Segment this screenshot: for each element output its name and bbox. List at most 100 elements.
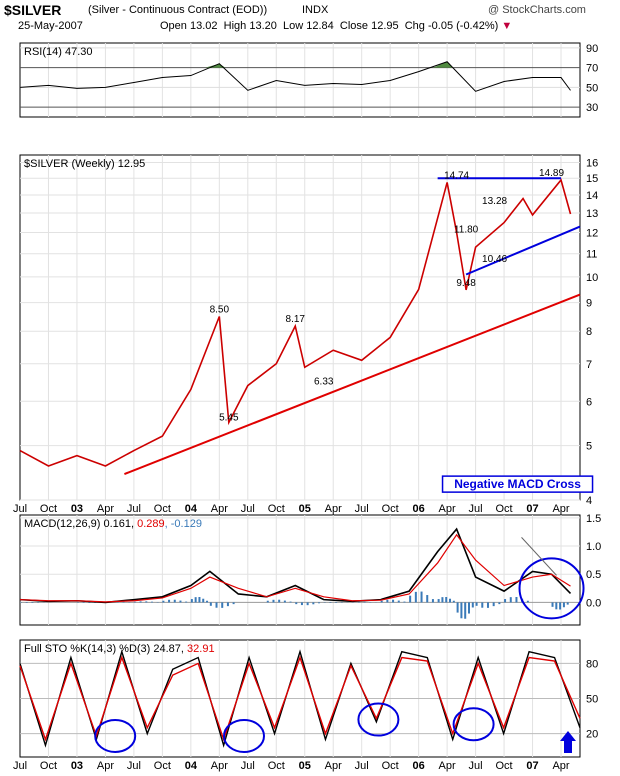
macd-hist-bar — [206, 600, 209, 603]
x-axis-label: Jul — [127, 503, 141, 515]
macd-hist-bar — [392, 599, 395, 603]
x-axis-label: Oct — [40, 503, 57, 515]
rsi-tick-label: 30 — [586, 102, 598, 114]
macd-hist-bar — [283, 600, 286, 603]
macd-hist-bar — [162, 600, 165, 603]
date-label: 25-May-2007 — [18, 20, 83, 32]
x-axis-label: Apr — [439, 503, 456, 515]
sto-label: Full STO %K(14,3) %D(3) 24.87, 32.91 — [24, 643, 215, 655]
macd-cross-circle — [518, 557, 585, 620]
macd-hist-bar — [464, 602, 467, 619]
open-label: Open — [160, 20, 187, 32]
macd-hist-bar — [312, 602, 315, 605]
macd-hist-bar — [498, 602, 501, 605]
x-axis-label: 05 — [299, 503, 311, 515]
macd-hist-bar — [515, 596, 518, 603]
x-axis-label: Apr — [325, 503, 342, 515]
price-tick-label: 6 — [586, 396, 592, 408]
up-arrow-icon — [560, 731, 576, 753]
x-axis-label: Jul — [469, 760, 483, 772]
x-axis-label: Jul — [13, 503, 27, 515]
macd-hist-bar — [31, 602, 34, 603]
macd-hist-bar — [445, 596, 448, 603]
x-axis-label: Oct — [154, 760, 171, 772]
macd-hist-bar — [278, 599, 281, 603]
macd-hist-bar — [185, 601, 188, 603]
rsi-label: RSI(14) 47.30 — [24, 46, 92, 58]
macd-tick-label: 1.0 — [586, 541, 601, 553]
high-value: 13.20 — [249, 20, 277, 32]
high-label: High — [223, 20, 247, 32]
price-tick-label: 5 — [586, 441, 592, 453]
macd-hist-bar — [504, 599, 507, 603]
macd-hist-bar — [468, 602, 470, 614]
price-tick-label: 8 — [586, 326, 592, 338]
x-axis-label: Apr — [211, 760, 228, 772]
x-axis-label: Apr — [552, 760, 569, 772]
price-annotation: 10.46 — [482, 254, 507, 265]
macd-hist-bar — [300, 602, 303, 606]
macd-hist-bar — [88, 602, 91, 603]
price-annotation: 13.28 — [482, 196, 507, 207]
x-axis-label: 04 — [185, 503, 198, 515]
close-label: Close — [339, 20, 369, 32]
trendline-red — [124, 293, 581, 475]
price-annotation: 5.45 — [219, 413, 239, 424]
sto-oversold-circle — [94, 718, 137, 753]
price-annotation: 14.74 — [444, 170, 469, 181]
macd-hist-bar — [25, 602, 28, 603]
macd-hist-bar — [420, 591, 423, 603]
x-axis-label: Apr — [211, 503, 228, 515]
watermark: @ StockCharts.com — [488, 4, 586, 16]
macd-hist-bar — [475, 602, 478, 606]
macd-hist-bar — [272, 599, 275, 603]
x-axis-label: Oct — [268, 760, 285, 772]
macd-hist-bar — [449, 598, 452, 603]
macd-hist-bar — [122, 601, 125, 603]
x-axis-label: Oct — [496, 503, 513, 515]
sto-tick-label: 50 — [586, 694, 598, 706]
sto-series-k — [19, 649, 581, 748]
price-annotation: 9.48 — [456, 278, 476, 289]
macd-hist-bar — [82, 602, 85, 603]
annotation-pointer — [521, 537, 557, 576]
x-axis-label: 07 — [526, 503, 538, 515]
macd-hist-bar — [357, 601, 360, 603]
price-annotation: 11.80 — [454, 225, 479, 236]
close-value: 12.95 — [371, 20, 399, 32]
macd-hist-bar — [209, 602, 212, 606]
macd-hist-bar — [232, 602, 235, 605]
macd-hist-bar — [441, 597, 444, 603]
macd-hist-bar — [486, 602, 489, 608]
x-axis-label: 03 — [71, 503, 83, 515]
macd-hist-bar — [414, 591, 417, 603]
price-annotation: 14.89 — [539, 168, 564, 179]
sto-oversold-circle — [357, 702, 400, 737]
price-annotation: 8.17 — [286, 314, 306, 325]
x-axis-label: Oct — [382, 760, 399, 772]
x-axis-label: Jul — [241, 503, 255, 515]
x-axis-label: Apr — [97, 760, 114, 772]
macd-hist-bar — [139, 601, 142, 603]
macd-hist-bar — [215, 602, 218, 608]
price-title: $SILVER (Weekly) 12.95 — [24, 158, 145, 170]
macd-hist-bar — [555, 602, 558, 610]
macd-hist-bar — [526, 600, 529, 603]
sto-series-d — [19, 655, 581, 742]
ohlc-row: Open 13.02 High 13.20 Low 12.84 Close 12… — [160, 20, 512, 32]
x-axis-label: Apr — [97, 503, 114, 515]
symbol-title: $SILVER — [4, 2, 62, 18]
chg-label: Chg — [404, 20, 425, 32]
annotation-negative-macd: Negative MACD Cross — [454, 477, 581, 491]
rsi-tick-label: 70 — [586, 63, 598, 75]
price-tick-label: 16 — [586, 157, 598, 169]
macd-hist-bar — [168, 599, 171, 603]
macd-hist-bar — [386, 599, 389, 603]
price-tick-label: 9 — [586, 298, 592, 310]
macd-hist-bar — [190, 599, 193, 603]
panel-frame-rsi — [19, 42, 581, 118]
macd-hist-bar — [492, 602, 495, 607]
price-annotation: 8.50 — [210, 304, 230, 315]
